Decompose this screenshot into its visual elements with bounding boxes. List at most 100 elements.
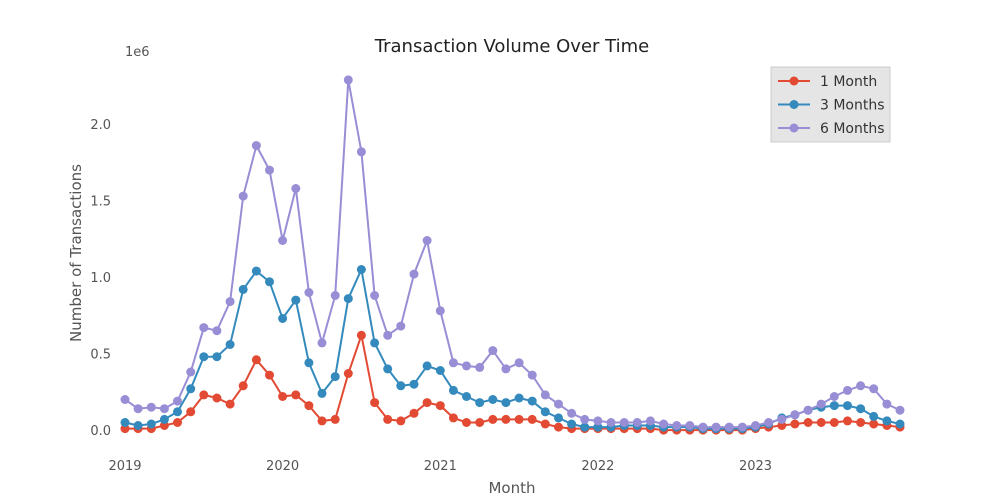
data-point xyxy=(790,419,800,429)
x-axis-ticks: 2019 2020 2021 2022 2023 xyxy=(108,459,772,474)
data-point xyxy=(475,362,485,372)
data-point xyxy=(698,422,708,432)
data-point xyxy=(554,399,563,409)
data-point xyxy=(475,418,485,427)
data-point xyxy=(317,338,327,348)
data-point xyxy=(396,381,406,391)
data-point xyxy=(659,419,669,429)
data-point xyxy=(120,395,130,404)
data-point xyxy=(606,418,616,427)
data-point xyxy=(422,236,432,245)
data-point xyxy=(435,401,445,411)
y-tick-label: 1.0 xyxy=(90,271,111,286)
y-tick-label: 0.0 xyxy=(90,424,111,439)
data-point xyxy=(435,366,445,375)
data-point xyxy=(672,421,682,430)
data-point xyxy=(278,314,288,323)
legend-label: 1 Month xyxy=(820,74,877,90)
data-point xyxy=(159,414,169,424)
data-point xyxy=(869,419,879,429)
y-tick-label: 2.0 xyxy=(90,118,111,133)
data-point xyxy=(895,405,905,415)
data-point xyxy=(212,393,222,403)
data-point xyxy=(593,422,603,432)
data-point xyxy=(186,384,196,394)
y-axis-label: Number of Transactions xyxy=(67,164,85,342)
data-point xyxy=(462,392,471,401)
data-point xyxy=(422,361,432,371)
data-point xyxy=(645,416,655,426)
data-point xyxy=(265,370,274,380)
y-offset-label: 1e6 xyxy=(125,45,150,60)
data-point xyxy=(527,370,537,380)
data-point xyxy=(803,418,813,427)
data-point xyxy=(291,295,301,305)
legend-label: 3 Months xyxy=(820,98,885,114)
data-point xyxy=(843,416,852,426)
data-point xyxy=(540,419,550,429)
data-point xyxy=(554,422,563,432)
data-point xyxy=(422,398,432,408)
data-point xyxy=(435,306,445,316)
data-point xyxy=(146,419,156,429)
data-point xyxy=(304,358,314,368)
data-point xyxy=(173,418,182,427)
data-point xyxy=(527,396,537,406)
data-point xyxy=(383,364,393,374)
data-point xyxy=(173,396,182,406)
data-point xyxy=(265,277,274,287)
data-point xyxy=(488,346,498,356)
data-point xyxy=(186,407,196,417)
data-point xyxy=(291,390,301,400)
data-point xyxy=(330,414,340,424)
data-point xyxy=(343,75,353,85)
data-point xyxy=(777,414,787,424)
data-point xyxy=(488,414,498,424)
data-point xyxy=(265,165,274,175)
data-point xyxy=(448,413,458,423)
data-point xyxy=(882,416,892,426)
data-point xyxy=(448,358,458,368)
data-point xyxy=(330,372,340,382)
data-point xyxy=(567,419,577,429)
data-point xyxy=(330,291,340,300)
data-point xyxy=(120,418,130,427)
x-tick-label: 2020 xyxy=(266,459,299,474)
data-point xyxy=(567,408,577,418)
data-point xyxy=(829,392,839,401)
data-point xyxy=(356,147,366,157)
x-axis-label: Month xyxy=(488,479,535,497)
data-point xyxy=(803,405,813,415)
data-point xyxy=(816,418,826,427)
data-point xyxy=(448,385,458,395)
data-point xyxy=(225,340,235,349)
data-point xyxy=(370,291,380,300)
y-tick-label: 1.5 xyxy=(90,195,111,210)
data-point xyxy=(514,393,524,403)
data-point xyxy=(251,355,261,365)
data-point xyxy=(251,266,261,276)
data-point xyxy=(409,269,419,279)
data-point xyxy=(856,404,866,414)
x-tick-label: 2023 xyxy=(739,459,772,474)
data-point xyxy=(514,358,524,368)
data-point xyxy=(238,191,248,201)
x-tick-label: 2021 xyxy=(424,459,457,474)
data-point xyxy=(882,399,892,409)
data-point xyxy=(843,401,852,411)
data-point xyxy=(475,398,485,408)
data-point xyxy=(895,419,905,429)
data-point xyxy=(396,416,406,426)
data-point xyxy=(462,361,471,371)
data-point xyxy=(527,414,537,424)
data-point xyxy=(488,395,498,404)
data-point xyxy=(146,402,156,412)
data-point xyxy=(133,404,143,414)
data-point xyxy=(580,422,590,432)
data-point xyxy=(462,418,471,427)
data-point xyxy=(540,390,550,400)
data-point xyxy=(343,294,353,304)
data-point xyxy=(383,330,393,340)
data-point xyxy=(225,297,235,307)
data-point xyxy=(133,421,143,430)
